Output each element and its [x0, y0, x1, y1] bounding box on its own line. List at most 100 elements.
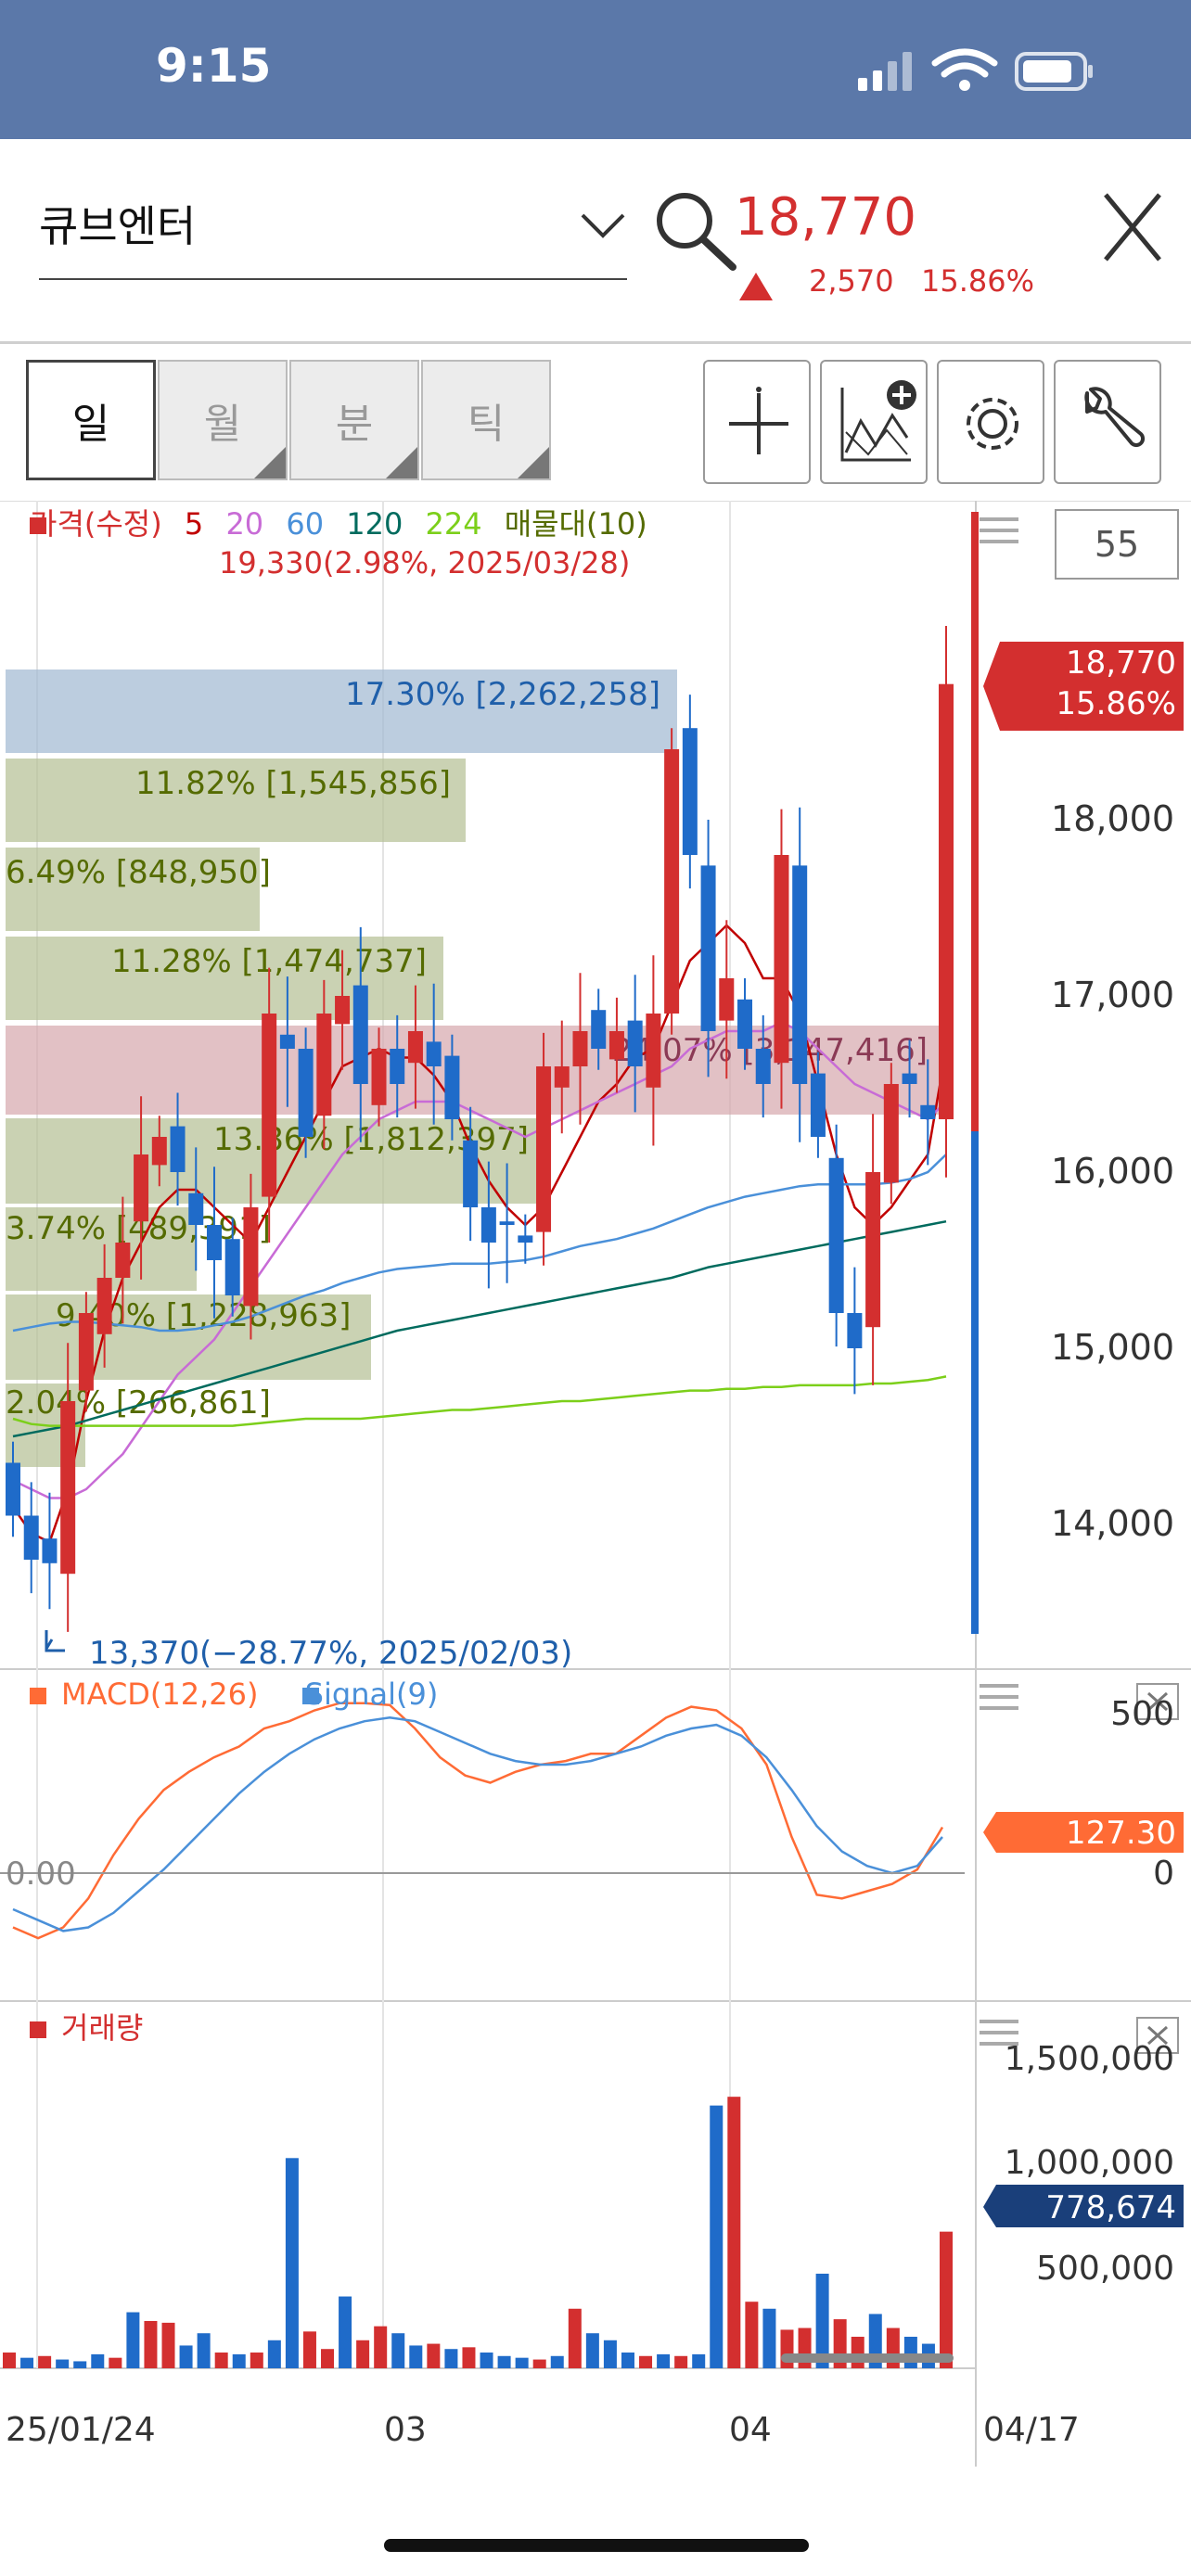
volume-bar — [585, 2333, 599, 2368]
candle-body — [737, 999, 753, 1049]
volume-profile-label: 11.82% [1,545,856] — [135, 765, 451, 802]
price-tick-17000: 17,000 — [1051, 975, 1174, 1015]
search-icon[interactable] — [651, 187, 744, 280]
chart-area[interactable]: 17.30% [2,262,258] 11.82% [1,545,856] 6.49… — [0, 501, 1191, 2467]
volume-bar — [250, 2352, 263, 2368]
volume-profile-label: 2.04% [266,861] — [6, 1384, 271, 1422]
volume-bar — [109, 2357, 122, 2368]
candle-body — [755, 1049, 771, 1084]
volume-bar — [727, 2097, 741, 2368]
volume-bar — [356, 2340, 370, 2368]
candle-body — [700, 865, 716, 1031]
volume-bar — [73, 2361, 87, 2368]
macd-legend: MACD(12,26) Signal(9) — [61, 1677, 438, 1712]
tab-day-label: 일 — [71, 401, 110, 448]
volume-bar — [267, 2340, 281, 2368]
volume-bar — [161, 2322, 175, 2368]
volume-bar — [621, 2352, 634, 2368]
volume-bar — [851, 2336, 864, 2368]
candle-body — [60, 1401, 76, 1575]
menu-icon[interactable] — [980, 517, 1018, 543]
candle-body — [6, 1462, 20, 1516]
tab-day[interactable]: 일 — [26, 360, 156, 480]
candle-body — [572, 1031, 588, 1066]
gear-icon — [967, 398, 1018, 450]
status-time: 9:15 — [156, 39, 272, 93]
candle-body — [243, 1207, 259, 1307]
candle-body — [78, 1313, 94, 1391]
candle-body — [902, 1073, 917, 1084]
x-label-mar: 03 — [384, 2411, 427, 2449]
candle-body — [828, 1157, 844, 1313]
ma-line-224 — [12, 1375, 947, 1427]
volume-menu-icon[interactable] — [980, 2020, 1018, 2046]
volume-bar — [391, 2333, 405, 2368]
tools-button[interactable] — [1054, 360, 1161, 484]
tab-month-label: 월 — [203, 401, 242, 448]
volume-bar — [339, 2296, 352, 2368]
volume-bar — [639, 2355, 653, 2368]
wifi-icon — [931, 48, 998, 78]
volume-bar — [374, 2326, 388, 2368]
candle-body — [646, 1014, 661, 1088]
period-count-box[interactable] — [1055, 509, 1179, 580]
home-indicator[interactable] — [384, 2539, 809, 2552]
low-annotation: 13,370(−28.77%, 2025/02/03) — [89, 1635, 572, 1672]
volume-bar — [91, 2353, 105, 2368]
horizontal-scrollbar[interactable] — [781, 2353, 954, 2363]
current-price-tag — [983, 642, 1184, 731]
volume-profile-bar — [6, 759, 466, 842]
close-icon[interactable] — [1098, 185, 1167, 269]
volume-close-icon — [1146, 2025, 1169, 2046]
candle-body — [298, 1049, 314, 1137]
legend-ma60: 60 — [286, 506, 324, 542]
stock-name[interactable]: 큐브엔터 — [39, 201, 197, 251]
ma-line-20 — [12, 1021, 947, 1499]
legend-ma5: 5 — [185, 506, 203, 542]
candle-body — [608, 1031, 624, 1060]
tab-tick[interactable]: 틱 — [421, 360, 551, 480]
settings-button[interactable] — [937, 360, 1044, 484]
candle-body — [426, 1041, 442, 1066]
legend-price: 가격(수정) — [30, 506, 162, 542]
macd-line-1 — [12, 1716, 943, 1932]
candle-body — [390, 1049, 405, 1084]
volume-bar — [3, 2352, 16, 2368]
volume-bar — [409, 2345, 423, 2368]
candle-body — [664, 749, 680, 1014]
signal-icon — [858, 52, 912, 91]
tab-minute[interactable]: 분 — [289, 360, 419, 480]
current-price-tag-value: 18,770 — [1066, 644, 1176, 682]
candle-body — [847, 1313, 863, 1348]
volume-bar — [657, 2353, 671, 2368]
candle-body — [42, 1538, 58, 1563]
volume-bar — [56, 2359, 70, 2368]
volume-profile-bar — [6, 670, 677, 753]
volume-bar — [285, 2158, 299, 2368]
current-price: 18,770 — [735, 187, 916, 248]
volume-bar — [232, 2353, 246, 2368]
candle-body — [719, 978, 735, 1021]
volume-bar — [550, 2355, 564, 2368]
candle-body — [920, 1104, 936, 1119]
chevron-down-icon[interactable] — [575, 206, 631, 243]
volume-bar — [940, 2231, 953, 2368]
macd-zero-label: 0.00 — [6, 1855, 76, 1893]
volume-bar — [692, 2353, 706, 2368]
candle-body — [188, 1192, 204, 1225]
price-change: 2,570 — [809, 263, 894, 299]
status-icons — [858, 48, 1093, 91]
period-count: 55 — [1095, 524, 1139, 565]
crosshair-button[interactable] — [703, 360, 811, 484]
volume-bar — [903, 2336, 917, 2368]
candle-body — [810, 1073, 826, 1137]
volume-bar — [603, 2340, 617, 2368]
volume-legend: 거래량 — [61, 2010, 143, 2046]
macd-menu-icon[interactable] — [980, 1684, 1018, 1710]
candle-body — [554, 1066, 570, 1088]
add-indicator-button[interactable] — [820, 360, 928, 484]
x-label-apr: 04 — [729, 2411, 772, 2449]
macd-line-0 — [12, 1702, 944, 1940]
tab-month[interactable]: 월 — [158, 360, 288, 480]
candle-body — [518, 1235, 533, 1243]
